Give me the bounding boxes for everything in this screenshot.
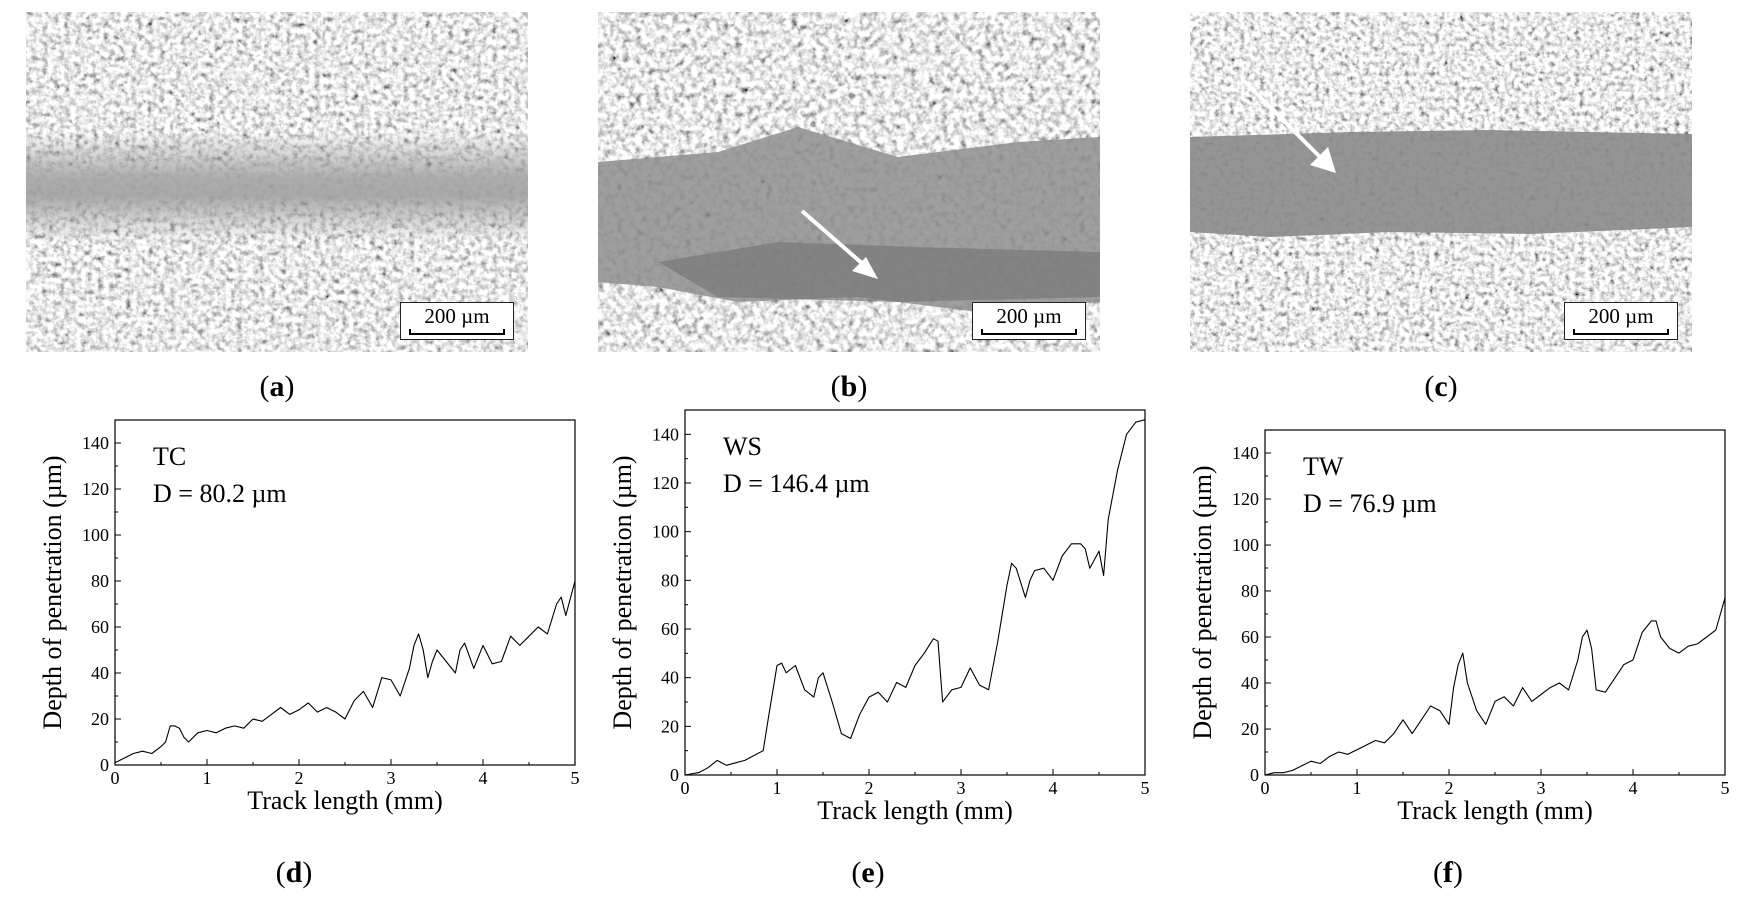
x-tick-label: 0 — [681, 778, 690, 798]
y-tick-label: 60 — [1241, 627, 1259, 647]
x-tick-label: 1 — [773, 778, 782, 798]
plot-frame — [684, 409, 1146, 776]
y-tick-label: 40 — [1241, 673, 1259, 693]
depth-profile-line — [114, 580, 576, 764]
depth-annotation: D = 146.4 µm — [723, 469, 870, 498]
y-axis-label: Depth of penetration (µm) — [608, 455, 637, 729]
y-axis-label: Depth of penetration (µm) — [1188, 465, 1217, 739]
y-tick-label: 120 — [82, 479, 109, 499]
x-tick-label: 5 — [1721, 778, 1730, 798]
depth-profile-line — [1264, 597, 1726, 776]
sample-name-annotation: WS — [723, 432, 762, 461]
y-tick-label: 100 — [652, 522, 679, 542]
micrograph-b: 200 µm — [598, 12, 1100, 352]
x-axis-label: Track length (mm) — [817, 796, 1012, 825]
y-tick-label: 80 — [1241, 581, 1259, 601]
y-tick-label: 140 — [1232, 443, 1259, 463]
x-tick-label: 2 — [1445, 778, 1454, 798]
x-tick-label: 3 — [387, 768, 396, 788]
panel-label-e: (e) — [851, 856, 885, 889]
y-tick-label: 140 — [82, 433, 109, 453]
y-tick-label: 20 — [1241, 719, 1259, 739]
chart-d-svg: 0 1 2 3 4 5 0 20 40 60 80 100 120 140 Track length (mm… — [38, 419, 580, 815]
x-axis-label: Track length (mm) — [247, 786, 442, 815]
y-tick-label: 80 — [661, 570, 679, 590]
y-tick-label: 120 — [652, 473, 679, 493]
x-tick-label: 2 — [295, 768, 304, 788]
y-tick-label: 100 — [82, 525, 109, 545]
y-tick-label: 20 — [91, 709, 109, 729]
chart-e-svg: 0 1 2 3 4 5 0 20 40 60 80 100 120 140 Track length (mm… — [608, 409, 1150, 825]
scale-bar-c: 200 µm — [1564, 302, 1678, 340]
panel-label-f: (f) — [1433, 856, 1463, 889]
x-tick-label: 4 — [479, 768, 488, 788]
depth-annotation: D = 80.2 µm — [153, 479, 287, 508]
y-tick-label: 140 — [652, 424, 679, 444]
sample-name-annotation: TC — [153, 442, 186, 471]
micrograph-a-texture — [26, 12, 528, 352]
arrow-icon — [1242, 79, 1336, 173]
depth-profile-line — [684, 419, 1146, 776]
micrograph-c-texture — [1190, 12, 1692, 352]
x-tick-label: 3 — [1537, 778, 1546, 798]
chart-f: 0 1 2 3 4 5 0 20 40 60 80 100 120 140 Track length (mm… — [1170, 420, 1730, 840]
plot-frame — [1264, 429, 1726, 776]
y-tick-label: 0 — [670, 765, 679, 785]
y-tick-label: 100 — [1232, 535, 1259, 555]
sample-name-annotation: TW — [1303, 452, 1344, 481]
x-tick-label: 5 — [1141, 778, 1150, 798]
y-tick-label: 0 — [1250, 765, 1259, 785]
y-tick-label: 80 — [91, 571, 109, 591]
chart-e: 0 1 2 3 4 5 0 20 40 60 80 100 120 140 Track length (mm… — [590, 409, 1150, 840]
x-tick-label: 1 — [1353, 778, 1362, 798]
x-tick-label: 1 — [203, 768, 212, 788]
x-tick-label: 5 — [571, 768, 580, 788]
x-tick-label: 4 — [1629, 778, 1638, 798]
y-tick-label: 60 — [661, 619, 679, 639]
micrograph-a: 200 µm — [26, 12, 528, 352]
y-tick-label: 0 — [100, 755, 109, 775]
y-tick-label: 40 — [91, 663, 109, 683]
panel-label-a: (a) — [259, 370, 295, 403]
panel-label-b: (b) — [830, 370, 868, 403]
plot-frame — [114, 419, 576, 766]
y-tick-label: 40 — [661, 668, 679, 688]
arrow-icon — [800, 209, 878, 279]
micrograph-c: 200 µm — [1190, 12, 1692, 352]
micrograph-b-texture — [598, 12, 1100, 352]
y-tick-label: 60 — [91, 617, 109, 637]
chart-f-svg: 0 1 2 3 4 5 0 20 40 60 80 100 120 140 Track length (mm… — [1188, 429, 1730, 825]
x-tick-label: 0 — [111, 768, 120, 788]
x-tick-label: 2 — [865, 778, 874, 798]
scale-bar-b: 200 µm — [972, 302, 1086, 340]
x-axis-label: Track length (mm) — [1397, 796, 1592, 825]
x-tick-label: 4 — [1049, 778, 1058, 798]
x-tick-label: 3 — [957, 778, 966, 798]
y-axis-label: Depth of penetration (µm) — [38, 455, 67, 729]
chart-d: 0 1 2 3 4 5 0 20 40 60 80 100 120 140 Track length (mm… — [20, 419, 580, 840]
panel-label-c: (c) — [1424, 370, 1458, 403]
y-tick-label: 120 — [1232, 489, 1259, 509]
depth-annotation: D = 76.9 µm — [1303, 489, 1437, 518]
x-tick-label: 0 — [1261, 778, 1270, 798]
scale-bar-a: 200 µm — [400, 302, 514, 340]
y-tick-label: 20 — [661, 716, 679, 736]
panel-label-d: (d) — [275, 856, 313, 889]
